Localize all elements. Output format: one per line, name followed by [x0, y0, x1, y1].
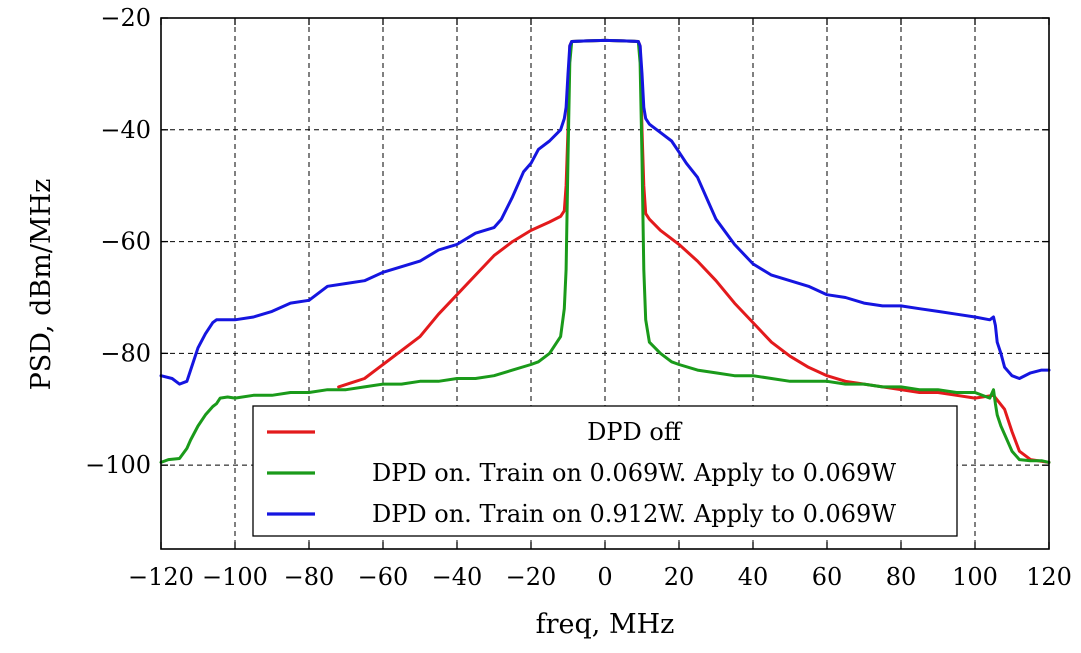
y-tick-label: −60 [100, 228, 151, 256]
series-line-3 [159, 38, 1051, 386]
legend-box [252, 405, 958, 537]
legend-label: DPD off [587, 418, 683, 446]
x-tick-label: −60 [358, 563, 409, 591]
series-line-1 [337, 38, 1051, 464]
y-tick-labels: −100 −80 −60 −40 −20 [85, 4, 151, 479]
series-lines [159, 38, 1051, 464]
x-tick-label: 100 [952, 563, 998, 591]
y-tick-label: −100 [85, 451, 151, 479]
x-tick-label: 60 [812, 563, 843, 591]
legend-label: DPD on. Train on 0.069W. Apply to 0.069W [372, 459, 896, 487]
x-tick-label: −100 [202, 563, 268, 591]
y-tick-label: −20 [100, 4, 151, 32]
x-tick-label: −120 [128, 563, 194, 591]
x-tick-labels: −120 −100 −80 −60 −40 −20 0 20 40 60 80 100 120 [128, 563, 1072, 591]
x-axis-title: freq, MHz [536, 609, 675, 640]
x-tick-label: 20 [664, 563, 695, 591]
axis-ticks [160, 17, 1050, 549]
x-tick-label: −40 [432, 563, 483, 591]
y-tick-label: −80 [100, 339, 151, 367]
x-tick-label: 120 [1026, 563, 1072, 591]
legend: DPD off DPD on. Train on 0.069W. Apply to… [252, 405, 958, 537]
legend-label: DPD on. Train on 0.912W. Apply to 0.069W [372, 500, 896, 528]
y-axis-title: PSD, dBm/MHz [26, 179, 57, 391]
y-tick-label: −40 [100, 116, 151, 144]
x-tick-label: 40 [738, 563, 769, 591]
x-tick-label: 0 [597, 563, 612, 591]
x-tick-label: −20 [506, 563, 557, 591]
x-tick-label: −80 [284, 563, 335, 591]
x-tick-label: 80 [886, 563, 917, 591]
